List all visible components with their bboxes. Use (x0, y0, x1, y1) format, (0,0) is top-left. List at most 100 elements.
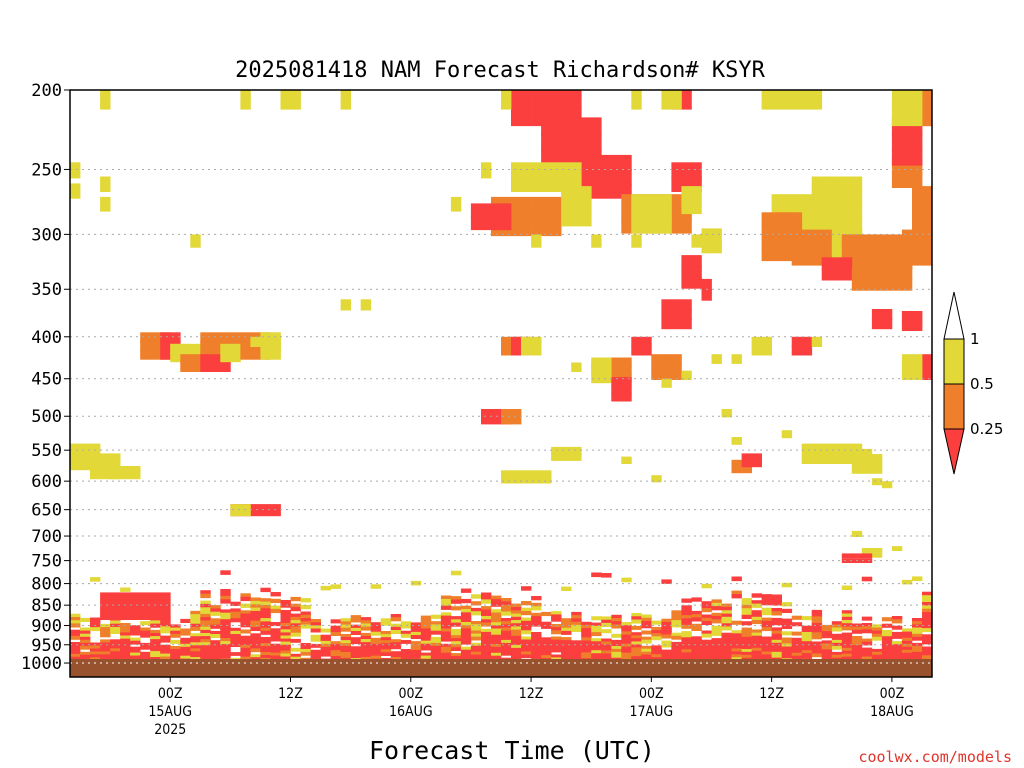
heatmap-cell (631, 656, 642, 660)
heatmap-cell (370, 637, 382, 642)
plot-frame (69, 89, 933, 678)
heatmap-cell (621, 649, 632, 654)
heatmap-cell (611, 633, 622, 638)
heatmap-cell (460, 637, 472, 642)
heatmap-cell (220, 589, 231, 594)
heatmap-cell (641, 636, 652, 641)
heatmap-cell (110, 612, 121, 617)
heatmap-cell (150, 620, 161, 625)
heatmap-cell (691, 176, 702, 192)
heatmap-cell (621, 365, 632, 376)
heatmap-cell (551, 107, 562, 127)
heatmap-cell (511, 638, 522, 643)
heatmap-cell (671, 653, 682, 658)
heatmap-cell (220, 352, 231, 363)
heatmap-cell (400, 624, 412, 629)
heatmap-cell (380, 621, 392, 626)
heatmap-cell (912, 107, 923, 127)
heatmap-cell (521, 611, 532, 616)
heatmap-cell (901, 628, 913, 633)
heatmap-cell (310, 622, 321, 627)
heatmap-cell (501, 598, 512, 603)
heatmap-cell (70, 162, 81, 179)
heatmap-cell (541, 640, 552, 645)
heatmap-cell (470, 648, 482, 653)
heatmap-cell (571, 117, 582, 136)
heatmap-cell (501, 611, 512, 616)
heatmap-cell (551, 630, 562, 635)
heatmap-cell (350, 627, 362, 632)
heatmap-cell (891, 107, 903, 127)
heatmap-cell (851, 176, 863, 192)
heatmap-cell (711, 647, 722, 651)
heatmap-cell (671, 299, 682, 311)
heatmap-cell (601, 573, 612, 578)
heatmap-cell (220, 592, 231, 597)
heatmap-cell (280, 656, 291, 661)
heatmap-cell (721, 647, 732, 652)
heatmap-cell (410, 650, 422, 654)
heatmap-cell (551, 617, 562, 622)
heatmap-cell (190, 614, 201, 619)
heatmap-cell (140, 654, 151, 659)
heatmap-cell (200, 639, 211, 643)
heatmap-cell (70, 648, 81, 652)
heatmap-cell (901, 278, 913, 291)
heatmap-cell (851, 656, 863, 661)
heatmap-cell (922, 621, 933, 626)
heatmap-cell (511, 90, 522, 110)
heatmap-cell (651, 633, 662, 638)
heatmap-cell (821, 634, 833, 639)
heatmap-cell (591, 632, 602, 637)
heatmap-cell (571, 628, 582, 632)
heatmap-cell (901, 241, 913, 255)
heatmap-cell (160, 349, 171, 360)
heatmap-cell (741, 614, 752, 619)
heatmap-cell (130, 599, 141, 604)
heatmap-cell (330, 650, 341, 654)
heatmap-cell (571, 618, 582, 623)
heatmap-cell (861, 626, 873, 631)
heatmap-cell (841, 620, 853, 625)
heatmap-cell (481, 606, 492, 611)
heatmap-cell (621, 622, 632, 627)
heatmap-cell (380, 637, 392, 642)
heatmap-cell (551, 162, 562, 179)
heatmap-cell (511, 613, 522, 618)
heatmap-cell (701, 614, 712, 619)
heatmap-cell (721, 610, 732, 615)
heatmap-cell (922, 199, 933, 215)
heatmap-cell (551, 624, 562, 629)
heatmap-cell (100, 642, 111, 647)
heatmap-cell (821, 624, 833, 629)
heatmap-cell (661, 628, 672, 633)
heatmap-cell (450, 606, 462, 611)
heatmap-cell (260, 509, 271, 517)
heatmap-cell (511, 626, 522, 631)
heatmap-cell (571, 611, 582, 617)
heatmap-cell (741, 459, 752, 468)
heatmap-cell (200, 657, 211, 661)
heatmap-cell (731, 590, 742, 595)
heatmap-cell (661, 90, 672, 110)
heatmap-cell (430, 624, 442, 629)
heatmap-cell (220, 650, 231, 654)
heatmap-cell (400, 640, 412, 644)
heatmap-cell (280, 653, 291, 658)
heatmap-cell (871, 648, 883, 653)
heatmap-cell (70, 656, 81, 661)
heatmap-cell (541, 637, 552, 642)
heatmap-cell (841, 647, 853, 652)
heatmap-cell (531, 616, 542, 621)
heatmap-cell (250, 648, 261, 653)
y-tick-label-400: 400 (31, 328, 62, 348)
heatmap-cell (791, 655, 803, 660)
heatmap-cell (601, 616, 612, 621)
heatmap-cell (751, 650, 762, 655)
heatmap-cell (100, 599, 111, 604)
heatmap-cell (531, 470, 542, 478)
heatmap-cell (481, 656, 492, 660)
heatmap-cell (110, 615, 121, 620)
heatmap-cell (531, 635, 542, 639)
heatmap-cell (591, 625, 602, 630)
